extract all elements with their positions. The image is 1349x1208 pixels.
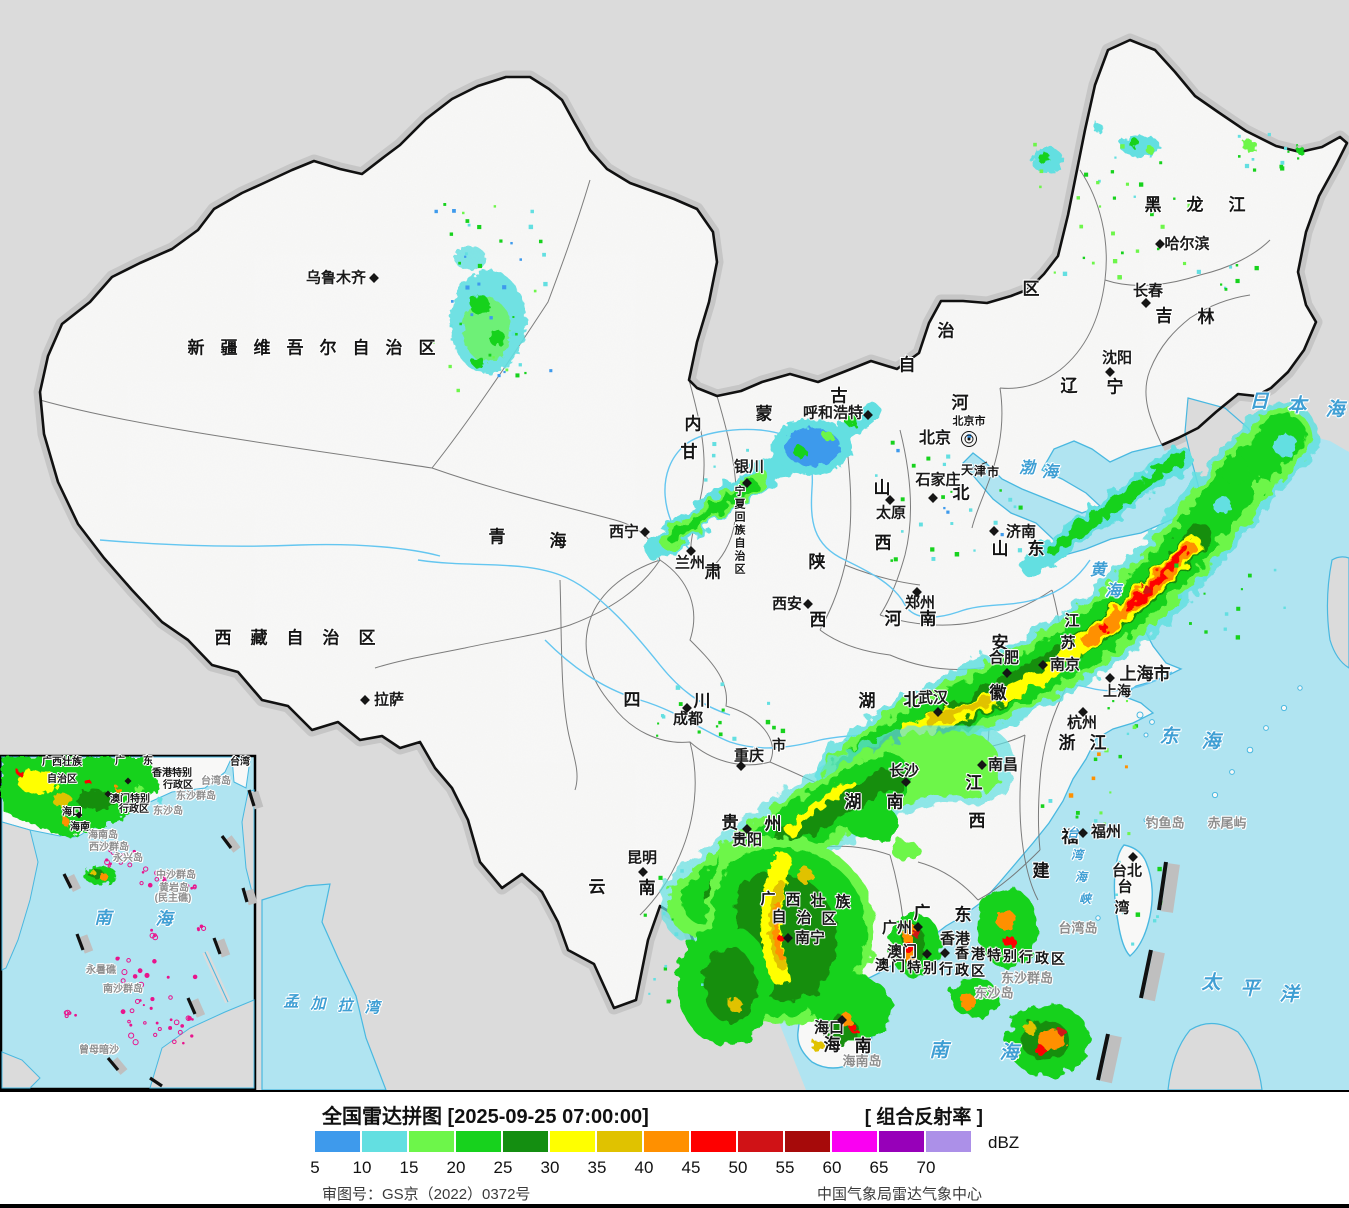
taiwan-island [1113,844,1153,957]
colorbar-tick: 10 [352,1158,372,1177]
colorbar-swatch [597,1131,642,1152]
colorbar-tick: 5 [310,1158,320,1177]
colorbar-tick: 65 [869,1158,889,1177]
colorbar-swatch [503,1131,548,1152]
nine-dash-line [1096,861,1180,1084]
colorbar-tick: 20 [446,1158,466,1177]
colorbar-tick: 70 [916,1158,936,1177]
legend-bar: 全国雷达拼图 [2025-09-25 07:00:00] [ 组合反射率 ] 5… [0,1090,1349,1208]
colorbar-swatch [456,1131,501,1152]
product-type-label: [ 组合反射率 ] [864,1107,983,1128]
colorbar-swatch [315,1131,360,1152]
bay-of-bengal [261,883,387,1090]
product-title: 全国雷达拼图 [2025-09-25 07:00:00] [322,1106,649,1128]
colorbar-swatch [832,1131,877,1152]
colorbar-tick: 60 [822,1158,842,1177]
philippines-luzon [1167,1022,1263,1090]
colorbar-swatch [785,1131,830,1152]
colorbar-tick: 50 [728,1158,748,1177]
reflectivity-colorbar: 5 10 15 20 25 30 35 40 45 50 55 60 65 70 [0,1092,1349,1204]
tianjin-pointer-line [965,461,988,472]
radar-echoes [431,123,1319,1076]
colorbar-tick: 30 [540,1158,560,1177]
map-approval-number: 审图号：GS京（2022）0372号 [322,1186,531,1203]
colorbar-swatch [691,1131,736,1152]
colorbar-tick: 15 [399,1158,419,1177]
colorbar-swatch [879,1131,924,1152]
colorbar-tick: 40 [634,1158,654,1177]
colorbar-tick: 55 [775,1158,795,1177]
japan-edge [1326,556,1349,669]
colorbar-swatch [644,1131,689,1152]
colorbar-swatch [409,1131,454,1152]
national-border [38,38,1349,1014]
data-source-credit: 中国气象局雷达气象中心 [816,1186,982,1203]
china-radar-map [0,33,1349,1090]
unit-label: dBZ [988,1133,1020,1152]
colorbar-swatch [550,1131,595,1152]
colorbar-swatch [926,1131,971,1152]
colorbar-tick: 25 [493,1158,513,1177]
colorbar-swatch [738,1131,783,1152]
colorbar-tick: 45 [681,1158,701,1177]
south-china-sea-inset [0,754,264,1090]
sea-area [261,433,1349,1090]
colorbar-swatch [362,1131,407,1152]
colorbar-tick: 35 [587,1158,607,1177]
